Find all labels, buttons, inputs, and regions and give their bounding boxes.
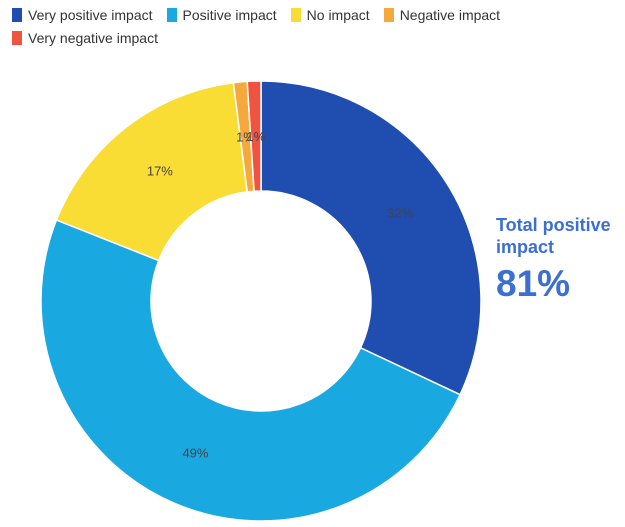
legend-label-positive: Positive impact [182,6,277,23]
chart-legend: Very positive impact Positive impact No … [12,6,572,46]
legend-swatch-negative [383,7,394,22]
slice-label-no-impact: 17% [147,164,173,179]
legend-label-very-positive: Very positive impact [28,6,153,23]
slice-very-positive-impact[interactable] [260,80,482,396]
legend-swatch-no-impact [290,7,301,22]
total-positive-summary: Total positive impact 81% [496,214,624,306]
legend-swatch-very-negative [12,30,22,45]
total-positive-value: 81% [496,263,571,304]
total-positive-label: Total positive impact [496,215,611,257]
legend-swatch-positive [166,7,177,22]
legend-label-no-impact: No impact [306,6,370,23]
slice-label-very-positive-impact: 32% [387,206,413,221]
slice-positive-impact[interactable] [40,219,462,522]
slice-label-positive-impact: 49% [182,445,208,460]
slice-very-negative-impact[interactable] [246,80,262,193]
legend-label-negative: Negative impact [399,6,501,23]
legend-item-positive[interactable]: Positive impact [166,6,277,23]
slice-no-impact[interactable] [55,81,249,262]
legend-item-no-impact[interactable]: No impact [290,6,370,23]
slice-label-very-negative-impact: 1% [246,129,265,144]
legend-item-very-positive[interactable]: Very positive impact [12,6,153,23]
legend-item-negative[interactable]: Negative impact [383,6,501,23]
legend-item-very-negative[interactable]: Very negative impact [12,29,158,46]
legend-swatch-very-positive [12,7,22,22]
legend-label-very-negative: Very negative impact [28,29,158,46]
